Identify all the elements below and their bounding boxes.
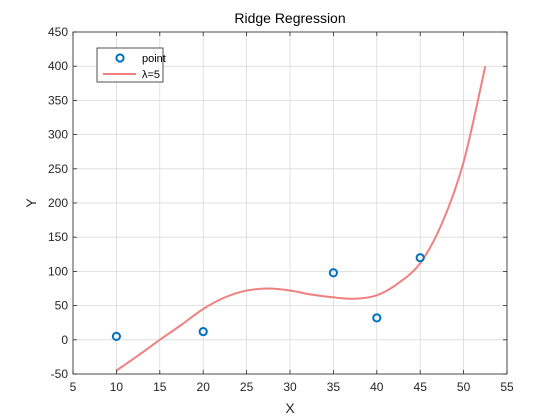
ridge-curve [115,65,487,372]
x-axis-label: X [285,400,295,416]
x-tick-label: 55 [500,380,514,394]
y-tick-label: 200 [48,196,68,210]
y-tick-label: 0 [61,333,68,347]
x-tick-label: 10 [110,380,124,394]
y-tick-label: 300 [48,128,68,142]
y-tick-label: 150 [48,230,68,244]
y-tick-label: 100 [48,264,68,278]
data-point [372,313,382,323]
y-tick-label: 450 [48,25,68,39]
legend-box [96,47,164,83]
x-tick-label: 35 [327,380,341,394]
curve-layer [115,65,487,372]
marker-layer [111,253,425,341]
data-point [198,326,208,337]
data-point [111,331,122,341]
y-tick-label: 50 [55,299,69,313]
x-tick-label: 45 [414,380,428,394]
ticks [72,31,508,375]
x-tick-label: 5 [70,380,77,394]
y-tick-label: 400 [48,59,68,73]
legend-point-marker [115,53,125,63]
data-point [328,268,338,278]
y-tick-label: 350 [48,93,68,107]
data-point [415,253,425,263]
x-tick-label: 40 [370,380,384,394]
x-tick-label: 20 [197,380,211,394]
y-tick-labels: -50 0 50 100 150 200 250 300 350 400 450 [48,25,68,381]
y-tick-label: 250 [48,162,68,176]
x-tick-label: 25 [240,380,254,394]
y-tick-label: -50 [51,367,69,381]
legend-label-point: point [142,53,166,65]
legend: point λ=5 [96,47,166,83]
x-tick-labels: 5 10 15 20 25 30 35 40 45 50 55 [70,380,514,394]
legend-label-lambda: λ=5 [142,69,160,81]
x-tick-label: 50 [457,380,471,394]
chart-title: Ridge Regression [234,10,345,26]
y-axis-label: Y [23,198,39,208]
x-tick-label: 30 [283,380,297,394]
x-tick-label: 15 [153,380,167,394]
